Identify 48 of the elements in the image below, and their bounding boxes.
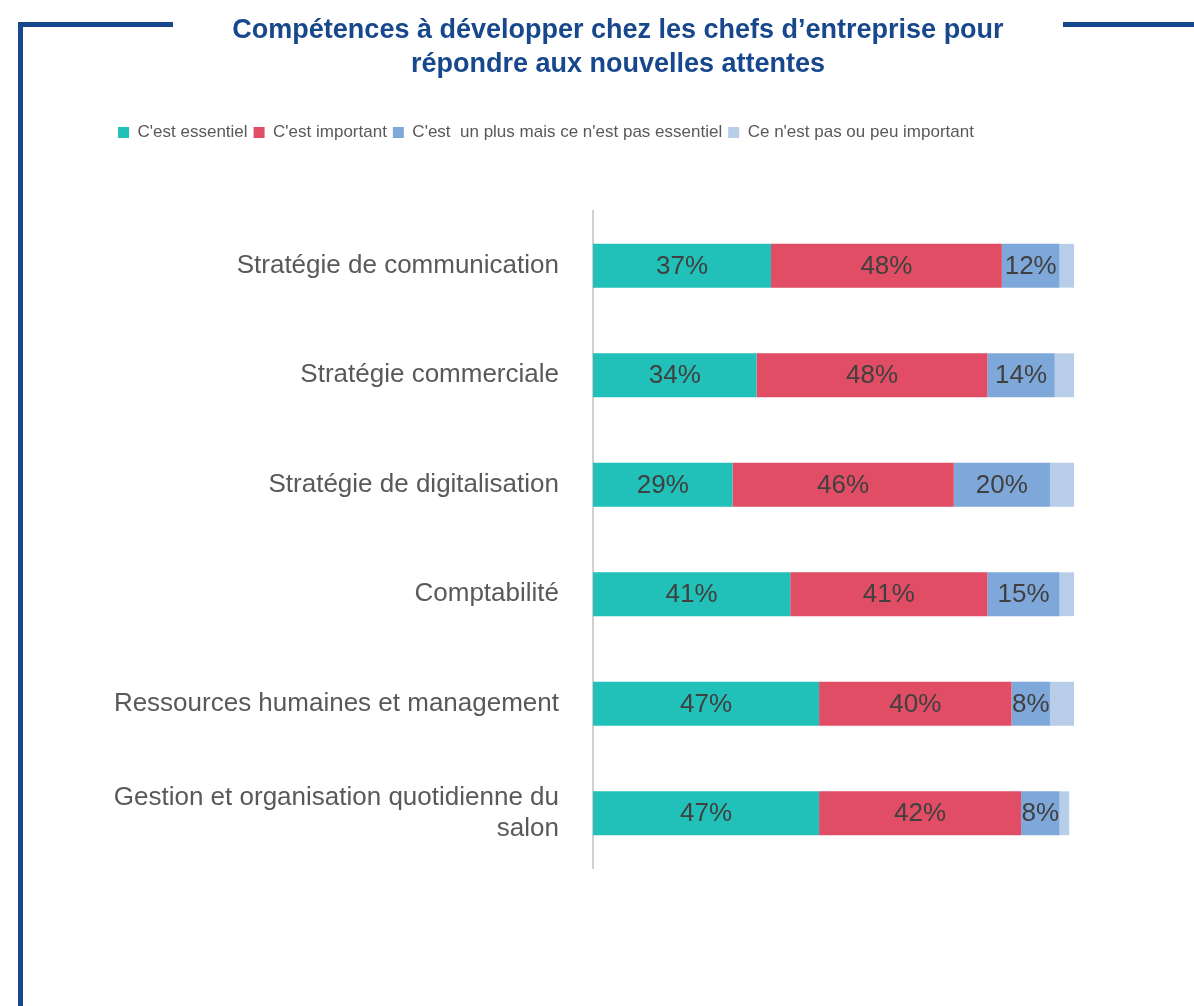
bar: [1059, 572, 1074, 617]
data-label: 47%: [680, 687, 733, 718]
bar: [593, 681, 820, 726]
y-tick-label: Ressources humaines et management: [113, 686, 560, 717]
data-label: 40%: [889, 687, 942, 718]
data-label: 46%: [817, 468, 870, 499]
bar: [790, 572, 988, 617]
bar: [1049, 681, 1074, 726]
legend-label: C'est essentiel: [137, 122, 248, 142]
data-label: 34%: [648, 359, 701, 390]
data-label: 48%: [860, 249, 913, 280]
bar: [1054, 353, 1074, 398]
bar: [593, 572, 791, 617]
data-label: 15%: [997, 578, 1050, 609]
bar: [756, 353, 988, 398]
bar: [819, 791, 1022, 836]
data-label: 37%: [655, 249, 709, 280]
legend-label: C'est important: [273, 122, 388, 142]
legend-label: Ce n'est pas ou peu important: [747, 122, 975, 142]
y-tick-label: Stratégie de communication: [236, 248, 559, 279]
y-tick-label: Comptabilité: [414, 577, 559, 608]
data-label: 12%: [1004, 249, 1057, 280]
data-label: 20%: [975, 468, 1028, 499]
data-label: 41%: [665, 578, 718, 609]
bar: [593, 462, 733, 507]
data-label: 47%: [680, 797, 733, 828]
data-label: 8%: [1021, 797, 1060, 828]
y-tick-label: Gestion et organisation quotidienne du salon: [113, 780, 559, 843]
data-label: 29%: [636, 468, 689, 499]
bar: [593, 791, 820, 836]
bar: [770, 243, 1002, 288]
data-label: 8%: [1011, 687, 1050, 718]
data-label: 14%: [995, 359, 1048, 390]
bar: [953, 462, 1050, 507]
bar: [1049, 462, 1074, 507]
data-label: 48%: [845, 359, 898, 390]
bar: [1059, 791, 1070, 836]
chart-title: Compétences à développer chez les chefs d’entreprise pour répondre aux nouvelles attentes: [231, 13, 1005, 80]
bar: [1059, 243, 1074, 288]
y-tick-label: Stratégie commerciale: [300, 358, 559, 389]
bar: [732, 462, 954, 507]
y-tick-label: Stratégie de digitalisation: [268, 467, 559, 498]
bar: [819, 681, 1012, 726]
data-label: 42%: [894, 797, 947, 828]
data-label: 41%: [862, 578, 915, 609]
bar: [593, 353, 757, 398]
bar: [593, 243, 771, 288]
legend-label: C'est un plus mais ce n'est pas essentiel: [412, 122, 723, 142]
